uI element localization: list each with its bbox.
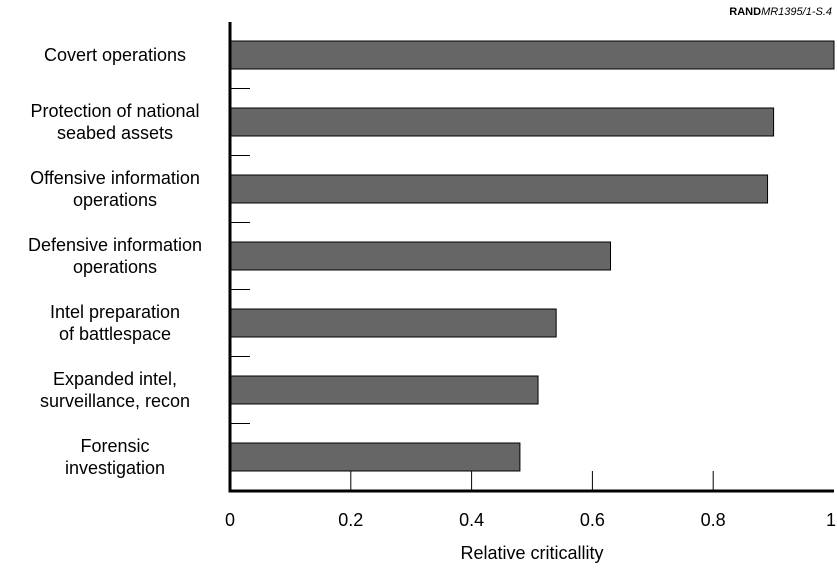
bar bbox=[229, 442, 521, 472]
bars-group bbox=[229, 40, 835, 472]
category-label: Offensive information operations bbox=[30, 168, 200, 210]
x-tick-label: 0 bbox=[225, 510, 235, 530]
x-tick-label: 0.6 bbox=[580, 510, 605, 530]
ticks-group: 0 0.2 0.4 0.6 0.8 1 bbox=[225, 88, 836, 530]
category-label-line: of battlespace bbox=[59, 324, 171, 344]
category-label: Expanded intel, surveillance, recon bbox=[40, 369, 190, 411]
category-label-line: Expanded intel, bbox=[53, 369, 177, 389]
category-label: Defensive information operations bbox=[28, 235, 202, 277]
x-tick-label: 0.8 bbox=[701, 510, 726, 530]
category-label-line: Defensive information bbox=[28, 235, 202, 255]
category-label-line: operations bbox=[73, 257, 157, 277]
category-label-line: Protection of national bbox=[30, 101, 199, 121]
category-label: Forensic investigation bbox=[65, 436, 165, 478]
bar bbox=[229, 308, 557, 338]
x-tick-label: 0.2 bbox=[338, 510, 363, 530]
source-org: RAND bbox=[729, 6, 761, 18]
source-label: RANDMR1395/1-S.4 bbox=[729, 6, 832, 18]
category-label-line: surveillance, recon bbox=[40, 391, 190, 411]
x-tick-label: 0.4 bbox=[459, 510, 484, 530]
category-label-line: Intel preparation bbox=[50, 302, 180, 322]
category-label: Intel preparation of battlespace bbox=[50, 302, 180, 344]
x-tick-label: 1 bbox=[826, 510, 836, 530]
category-label-line: operations bbox=[73, 190, 157, 210]
category-label-line: investigation bbox=[65, 458, 165, 478]
bar bbox=[229, 375, 539, 405]
category-label-line: Covert operations bbox=[44, 45, 186, 65]
category-label: Covert operations bbox=[44, 45, 186, 65]
category-label-line: Offensive information bbox=[30, 168, 200, 188]
bar bbox=[229, 40, 835, 70]
x-axis-title: Relative criticallity bbox=[460, 543, 603, 563]
bar bbox=[229, 174, 769, 204]
bar bbox=[229, 107, 775, 137]
category-label-line: seabed assets bbox=[57, 123, 173, 143]
category-label: Protection of national seabed assets bbox=[30, 101, 199, 143]
source-code: MR1395/1-S.4 bbox=[761, 6, 832, 18]
bar bbox=[229, 241, 612, 271]
category-label-line: Forensic bbox=[80, 436, 149, 456]
